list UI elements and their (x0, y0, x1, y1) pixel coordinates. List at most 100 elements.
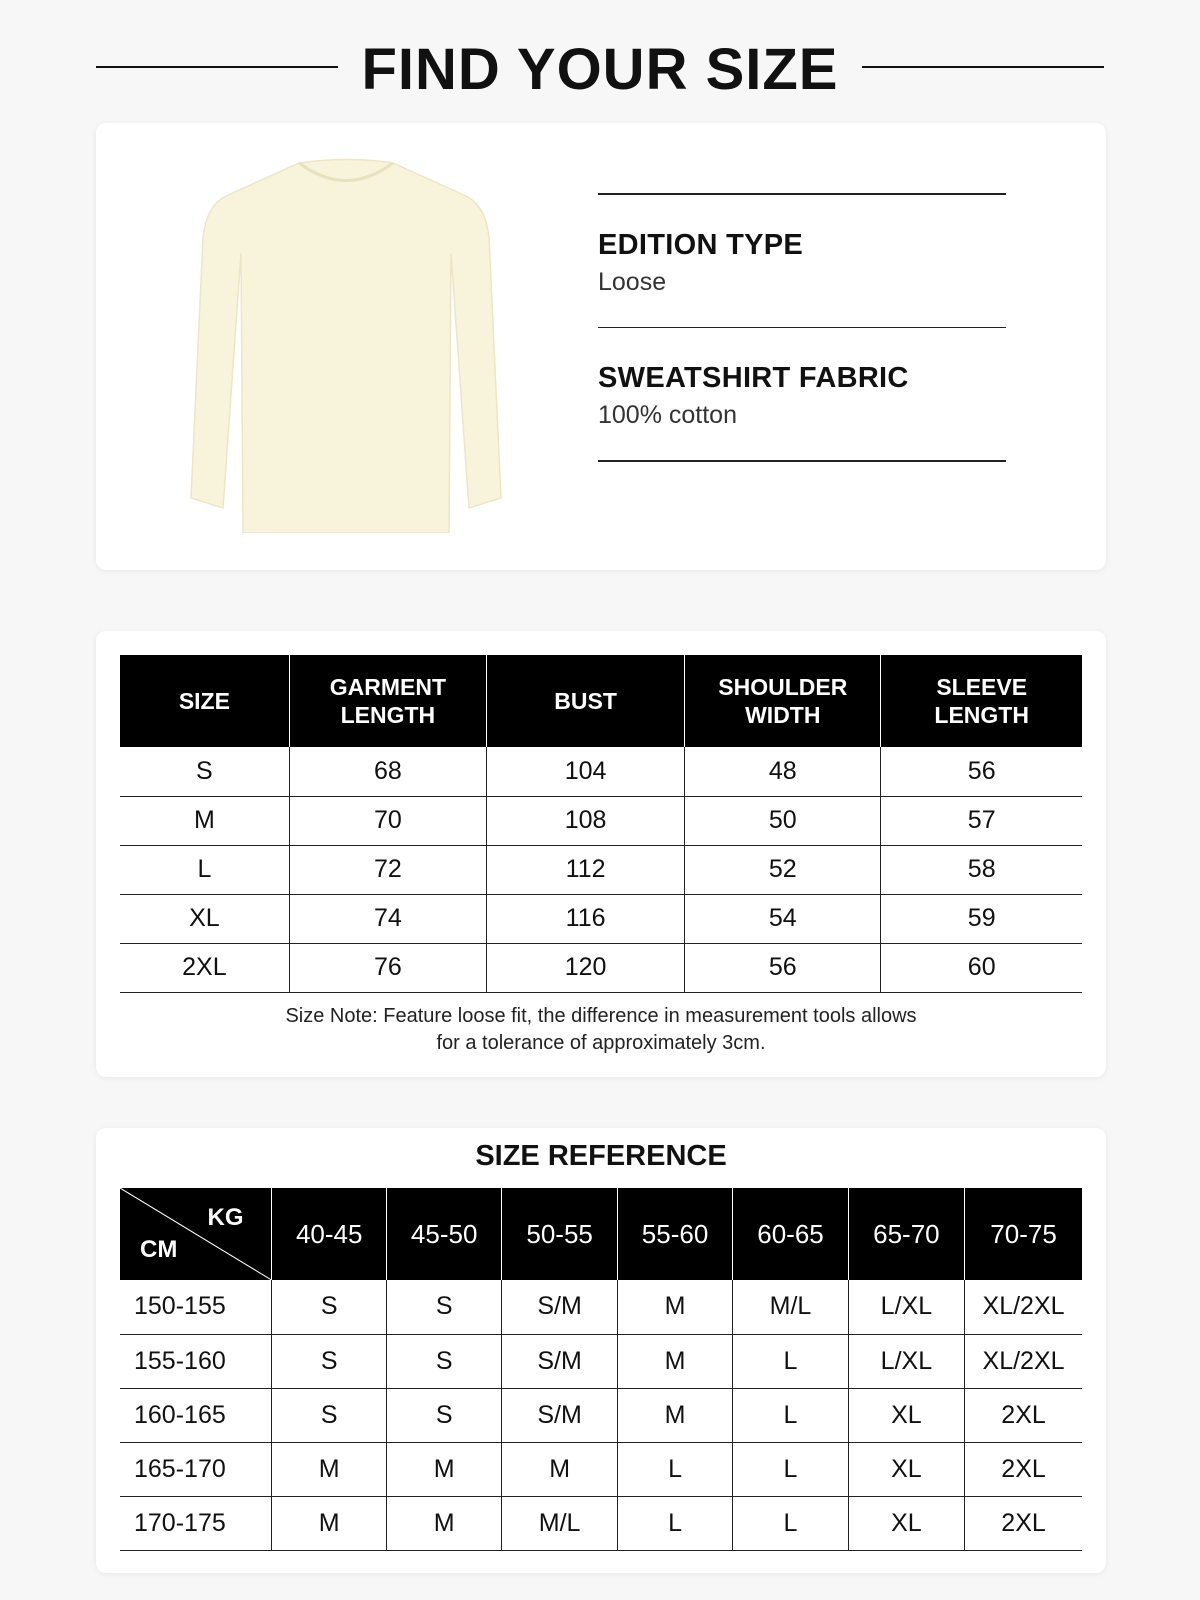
table-cell: M/L (501, 1496, 618, 1551)
weight-header: 60-65 (732, 1188, 849, 1280)
table-row: 155-160 S S S/M M L L/XL XL/2XL (120, 1334, 1082, 1389)
table-cell: S (271, 1280, 387, 1335)
size-chart-table: SIZE GARMENT LENGTH BUST SHOULDER WIDTH SLEEVE… (120, 655, 1082, 993)
weight-header: 50-55 (501, 1188, 618, 1280)
table-cell: M (385, 1442, 502, 1497)
table-cell: L (732, 1388, 849, 1443)
table-cell: S/M (501, 1280, 618, 1335)
height-cell: 160-165 (120, 1388, 272, 1443)
table-cell: 116 (485, 894, 685, 944)
size-note: Size Note: Feature loose fit, the differ… (96, 1003, 1106, 1057)
table-cell: 120 (485, 943, 685, 993)
column-header: SHOULDER WIDTH (684, 655, 881, 747)
table-cell: S/M (501, 1388, 618, 1443)
table-cell: S (385, 1334, 502, 1389)
column-header: GARMENT LENGTH (288, 655, 487, 747)
table-cell: 50 (684, 796, 881, 846)
table-cell: M (271, 1442, 387, 1497)
table-cell: 74 (288, 894, 487, 944)
table-cell: 2XL (120, 943, 290, 993)
weight-header: 40-45 (271, 1188, 387, 1280)
table-cell: S/M (501, 1334, 618, 1389)
table-cell: L/XL (847, 1334, 965, 1389)
table-cell: XL (847, 1442, 965, 1497)
table-cell: 60 (880, 943, 1082, 993)
table-cell: XL/2XL (964, 1334, 1082, 1389)
table-cell: 112 (485, 845, 685, 895)
table-row: 2XL 76 120 56 60 (120, 943, 1082, 993)
table-cell: 2XL (964, 1442, 1082, 1497)
table-cell: L (616, 1496, 733, 1551)
table-row: L 72 112 52 58 (120, 845, 1082, 895)
specs: EDITION TYPE Loose SWEATSHIRT FABRIC 100% … (598, 193, 1006, 462)
weight-header: 70-75 (964, 1188, 1082, 1280)
table-cell: M (616, 1280, 733, 1335)
cm-label: CM (140, 1236, 178, 1263)
table-cell: L (732, 1442, 849, 1497)
height-cell: 170-175 (120, 1496, 272, 1551)
table-cell: M (501, 1442, 618, 1497)
table-cell: L (732, 1496, 849, 1551)
size-chart-card: SIZE GARMENT LENGTH BUST SHOULDER WIDTH SLEEVE… (96, 631, 1106, 1077)
table-cell: XL (847, 1496, 965, 1551)
table-cell: 48 (684, 747, 881, 797)
table-cell: M (271, 1496, 387, 1551)
spec-value: 100% cotton (598, 401, 737, 429)
table-cell: S (271, 1334, 387, 1389)
table-cell: M (385, 1496, 502, 1551)
table-row: XL 74 116 54 59 (120, 894, 1082, 944)
size-reference-title: SIZE REFERENCE (475, 1140, 727, 1172)
table-cell: 72 (288, 845, 487, 895)
height-cell: 165-170 (120, 1442, 272, 1497)
table-row: 170-175 M M M/L L L XL 2XL (120, 1496, 1082, 1551)
divider (598, 460, 1006, 462)
table-row: M 70 108 50 57 (120, 796, 1082, 846)
page-header: FIND YOUR SIZE (0, 30, 1200, 105)
table-cell: 2XL (964, 1388, 1082, 1443)
spec-value: Loose (598, 267, 667, 296)
height-cell: 150-155 (120, 1280, 272, 1335)
sweatshirt-image (190, 158, 502, 533)
weight-header: 45-50 (385, 1188, 502, 1280)
table-cell: S (271, 1388, 387, 1443)
corner-header: KG CM (120, 1188, 272, 1280)
weight-header: 65-70 (847, 1188, 965, 1280)
table-cell: 70 (288, 796, 487, 846)
table-cell: S (385, 1388, 502, 1443)
product-card: EDITION TYPE Loose SWEATSHIRT FABRIC 100% … (96, 123, 1106, 570)
table-cell: 58 (880, 845, 1082, 895)
table-cell: L/XL (847, 1280, 965, 1335)
table-cell: M (616, 1388, 733, 1443)
table-cell: L (732, 1334, 849, 1389)
column-header: SIZE (120, 655, 290, 747)
table-cell: XL (847, 1388, 965, 1443)
table-cell: M (616, 1334, 733, 1389)
table-cell: M (120, 796, 290, 846)
kg-label: KG (207, 1204, 244, 1231)
spec-edition-type: EDITION TYPE Loose (598, 195, 1006, 327)
table-cell: M/L (732, 1280, 849, 1335)
height-cell: 155-160 (120, 1334, 272, 1389)
size-reference-card: SIZE REFERENCE KG CM 40-45 45-50 50-55 55-60 6… (96, 1128, 1106, 1573)
weight-header: 55-60 (616, 1188, 733, 1280)
table-cell: 104 (485, 747, 685, 797)
page-title: FIND YOUR SIZE (361, 37, 839, 102)
table-cell: L (120, 845, 290, 895)
table-cell: L (616, 1442, 733, 1497)
column-header: SLEEVE LENGTH (880, 655, 1082, 747)
table-row: S 68 104 48 56 (120, 747, 1082, 797)
table-cell: 68 (288, 747, 487, 797)
table-cell: 59 (880, 894, 1082, 944)
column-header: BUST (485, 655, 685, 747)
divider (862, 66, 1104, 68)
size-reference-table: KG CM 40-45 45-50 50-55 55-60 60-65 65-70 70-75 … (120, 1188, 1082, 1551)
table-cell: 52 (684, 845, 881, 895)
table-cell: S (385, 1280, 502, 1335)
table-cell: S (120, 747, 290, 797)
table-row: 160-165 S S S/M M L XL 2XL (120, 1388, 1082, 1443)
table-cell: 56 (684, 943, 881, 993)
table-cell: XL/2XL (964, 1280, 1082, 1335)
spec-label: EDITION TYPE (598, 228, 804, 261)
divider (96, 66, 338, 68)
table-cell: 2XL (964, 1496, 1082, 1551)
